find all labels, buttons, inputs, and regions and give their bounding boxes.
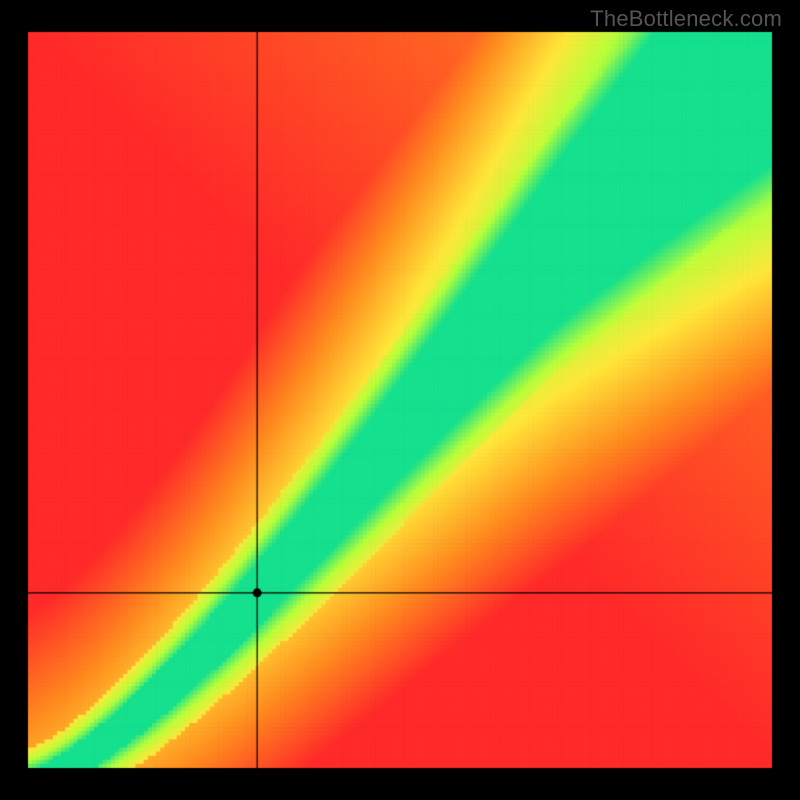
chart-container: TheBottleneck.com [0,0,800,800]
watermark-label: TheBottleneck.com [590,6,782,32]
bottleneck-heatmap [0,0,800,800]
